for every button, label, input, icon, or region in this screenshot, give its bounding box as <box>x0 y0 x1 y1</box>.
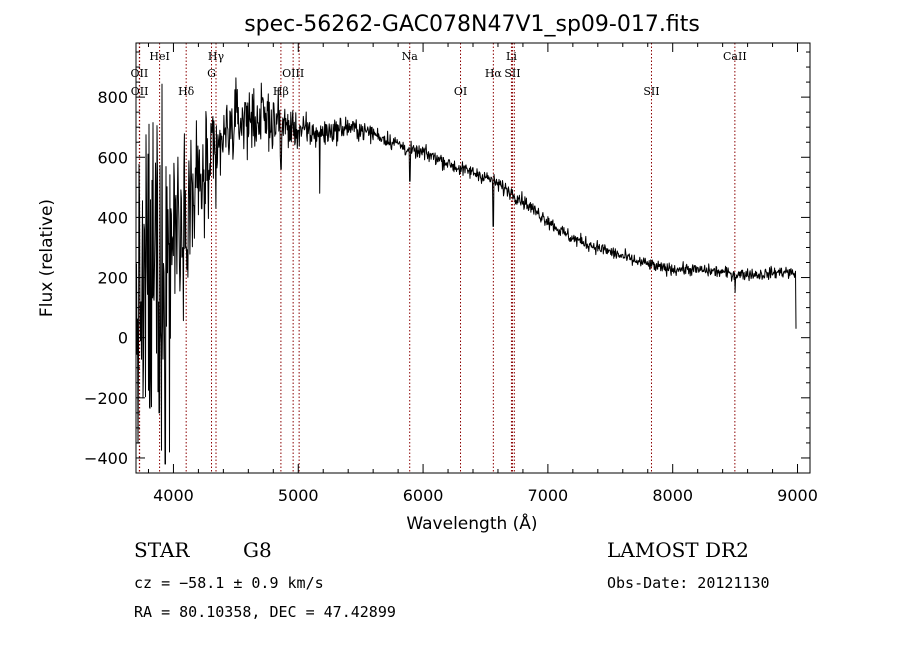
chart-title: spec-56262-GAC078N47V1_sp09-017.fits <box>244 12 700 37</box>
spectral-line-label: OIII <box>282 67 304 80</box>
x-tick-label: 8000 <box>652 486 693 505</box>
y-tick-label: 800 <box>97 88 128 107</box>
observation-date: Obs-Date: 20121130 <box>607 574 770 592</box>
y-tick-label: −200 <box>84 389 128 408</box>
redshift-cz: cz = −58.1 ± 0.9 km/s <box>134 574 324 592</box>
spectral-line-label: Li <box>506 50 517 63</box>
y-tick-label: 200 <box>97 269 128 288</box>
spectrum-line <box>135 77 797 465</box>
spectral-line-label: SII <box>643 85 659 98</box>
x-tick-label: 5000 <box>278 486 319 505</box>
spectral-line-label: CaII <box>723 50 747 63</box>
x-tick-label: 7000 <box>528 486 569 505</box>
y-axis-label: Flux (relative) <box>37 199 57 317</box>
x-tick-label: 9000 <box>777 486 818 505</box>
x-tick-labels: 4000 5000 6000 7000 8000 9000 <box>153 486 818 505</box>
x-axis-label: Wavelength (Å) <box>406 512 537 534</box>
spectral-line-label: OI <box>454 85 467 98</box>
spectral-line-label: Hα <box>485 67 503 80</box>
survey-name: LAMOST DR2 <box>607 538 749 562</box>
x-tick-label: 6000 <box>403 486 444 505</box>
axis-ticks <box>136 43 810 474</box>
spectral-line-label: Hγ <box>208 50 225 63</box>
spectral-line-label: Na <box>402 50 419 63</box>
spectral-line-label: G <box>207 67 216 80</box>
spectral-line-label: HeI <box>149 50 169 63</box>
y-tick-labels: −400 −200 0 200 400 600 800 <box>84 88 128 468</box>
spectral-line-label: OII <box>131 67 149 80</box>
y-tick-label: 600 <box>97 148 128 167</box>
x-tick-label: 4000 <box>153 486 194 505</box>
spectral-line-label: Hβ <box>273 85 289 98</box>
object-class: STAR <box>134 538 190 562</box>
y-tick-label: −400 <box>84 449 128 468</box>
spectral-line-label: OII <box>131 85 149 98</box>
y-tick-label: 0 <box>118 329 128 348</box>
y-tick-label: 400 <box>97 208 128 227</box>
coordinates: RA = 80.10358, DEC = 47.42899 <box>134 603 396 621</box>
spectral-line-label: SII <box>504 67 520 80</box>
spectral-line-label: Hδ <box>178 85 195 98</box>
object-subclass: G8 <box>243 538 272 562</box>
